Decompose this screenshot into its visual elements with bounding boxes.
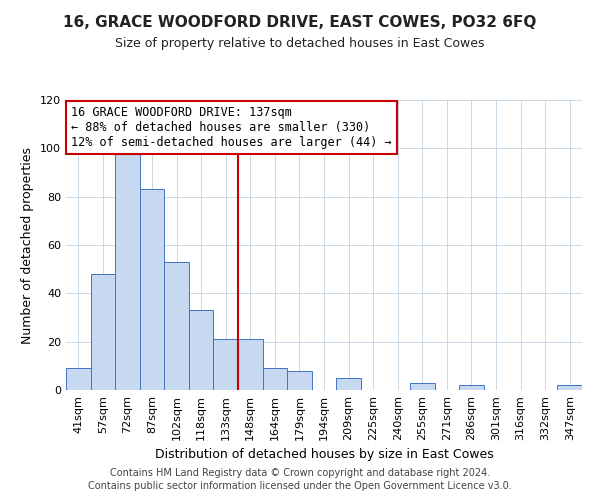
Text: Contains HM Land Registry data © Crown copyright and database right 2024.: Contains HM Land Registry data © Crown c… bbox=[110, 468, 490, 477]
Text: 16, GRACE WOODFORD DRIVE, EAST COWES, PO32 6FQ: 16, GRACE WOODFORD DRIVE, EAST COWES, PO… bbox=[64, 15, 536, 30]
Bar bbox=[287, 370, 312, 390]
Bar bbox=[66, 368, 91, 390]
Text: 16 GRACE WOODFORD DRIVE: 137sqm
← 88% of detached houses are smaller (330)
12% o: 16 GRACE WOODFORD DRIVE: 137sqm ← 88% of… bbox=[71, 106, 392, 149]
Y-axis label: Number of detached properties: Number of detached properties bbox=[22, 146, 34, 344]
Bar bbox=[459, 385, 484, 390]
Bar bbox=[91, 274, 115, 390]
Bar bbox=[336, 378, 361, 390]
Bar bbox=[263, 368, 287, 390]
Bar bbox=[214, 339, 238, 390]
Text: Size of property relative to detached houses in East Cowes: Size of property relative to detached ho… bbox=[115, 38, 485, 51]
Text: Contains public sector information licensed under the Open Government Licence v3: Contains public sector information licen… bbox=[88, 481, 512, 491]
Bar bbox=[164, 262, 189, 390]
Bar bbox=[189, 310, 214, 390]
X-axis label: Distribution of detached houses by size in East Cowes: Distribution of detached houses by size … bbox=[155, 448, 493, 461]
Bar bbox=[410, 383, 434, 390]
Bar bbox=[140, 190, 164, 390]
Bar bbox=[238, 339, 263, 390]
Bar bbox=[557, 385, 582, 390]
Bar bbox=[115, 151, 140, 390]
